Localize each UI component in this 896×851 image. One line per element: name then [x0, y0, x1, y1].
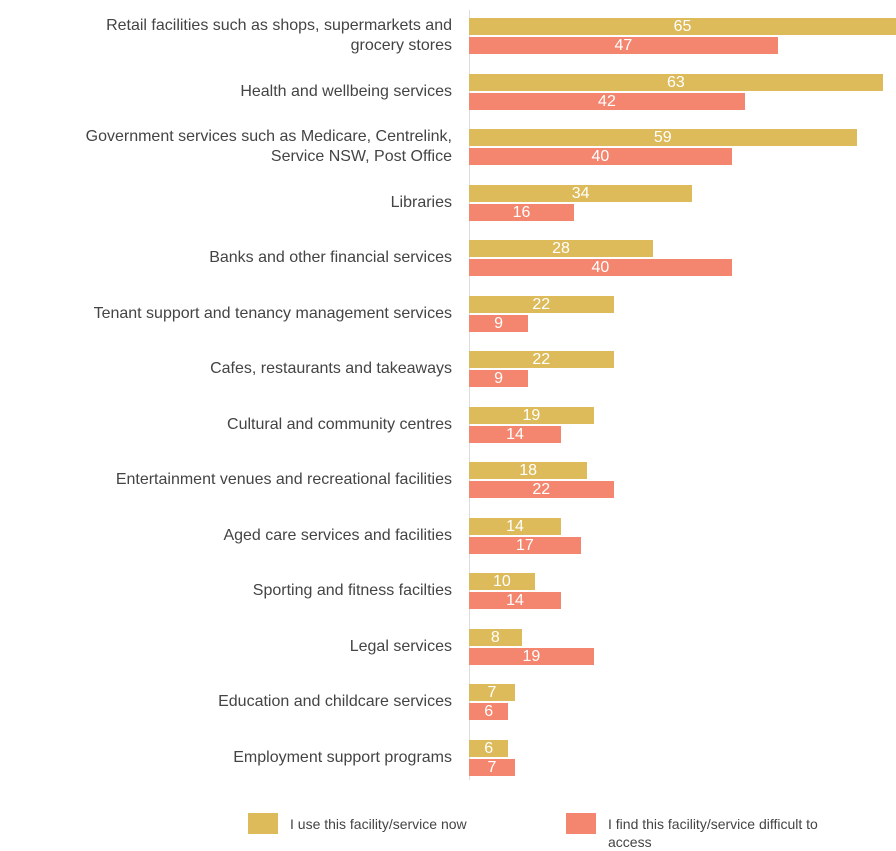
bar	[469, 370, 529, 387]
value-label: 22	[532, 351, 551, 368]
value-label: 34	[571, 184, 590, 202]
bar	[469, 259, 732, 276]
category-label: Aged care services and facilities	[223, 526, 452, 544]
category-label: Cultural and community centres	[227, 415, 452, 433]
bar	[469, 462, 588, 479]
bar	[469, 203, 575, 221]
bar	[469, 758, 515, 776]
value-label: 40	[591, 259, 610, 276]
category-label: Cafes, restaurants and takeaways	[210, 360, 452, 377]
legend-swatch	[566, 813, 596, 834]
bar	[469, 129, 857, 146]
category-label: Legal services	[349, 637, 452, 655]
category-label: Banks and other financial services	[209, 249, 452, 266]
category-label: Entertainment venues and recreational fa…	[115, 471, 452, 488]
value-label: 14	[506, 425, 524, 443]
value-label: 16	[512, 203, 531, 221]
value-label: 19	[522, 406, 541, 424]
category-label: Tenant support and tenancy management se…	[93, 304, 452, 322]
bar	[469, 314, 529, 332]
value-label: 7	[487, 684, 497, 701]
bar	[469, 739, 509, 757]
value-label: 40	[591, 148, 610, 165]
value-label: 22	[532, 481, 551, 498]
bar	[469, 517, 561, 535]
value-label: 6	[484, 703, 494, 720]
bar	[469, 425, 561, 443]
bar	[469, 240, 653, 257]
value-label: 19	[522, 647, 541, 665]
category-label: Government services such as Medicare, Ce…	[85, 128, 452, 165]
bar	[469, 295, 614, 313]
bar	[469, 92, 745, 110]
value-label: 9	[494, 314, 503, 332]
value-label: 59	[653, 129, 672, 146]
value-label: 47	[614, 37, 633, 54]
category-label: Education and childcare services	[218, 693, 452, 710]
bar	[469, 536, 581, 554]
bar	[469, 592, 561, 609]
axis-line	[469, 10, 470, 780]
legend-swatch	[248, 813, 278, 834]
bar	[469, 573, 535, 590]
category-label: Retail facilities such as shops, superma…	[106, 17, 452, 54]
value-label: 9	[494, 370, 503, 387]
value-label: 28	[552, 240, 570, 257]
value-label: 65	[673, 18, 692, 35]
legend-label: I find this facility/service difficult t…	[608, 816, 818, 850]
bar	[469, 184, 693, 202]
bar	[469, 647, 594, 665]
bar	[469, 684, 515, 701]
bar	[469, 73, 883, 91]
bar	[469, 18, 896, 35]
value-label: 7	[487, 758, 497, 776]
value-label: 63	[667, 73, 685, 91]
category-label: Sporting and fitness facilties	[252, 582, 452, 599]
value-label: 18	[519, 462, 538, 479]
bar	[469, 148, 732, 165]
category-label: Employment support programs	[233, 748, 452, 766]
bar	[469, 351, 614, 368]
bar	[469, 37, 778, 54]
legend-label: I use this facility/service now	[290, 816, 467, 832]
value-label: 14	[506, 517, 524, 535]
bar	[469, 481, 614, 498]
bar	[469, 406, 594, 424]
value-label: 22	[532, 295, 551, 313]
value-label: 10	[492, 573, 511, 590]
value-label: 8	[490, 628, 500, 646]
category-label: Health and wellbeing services	[240, 82, 452, 100]
category-label: Libraries	[390, 193, 452, 211]
value-label: 42	[598, 92, 616, 110]
value-label: 17	[515, 536, 534, 554]
bar	[469, 628, 522, 646]
value-label: 6	[484, 739, 494, 757]
bar	[469, 703, 509, 720]
value-label: 14	[506, 592, 524, 609]
